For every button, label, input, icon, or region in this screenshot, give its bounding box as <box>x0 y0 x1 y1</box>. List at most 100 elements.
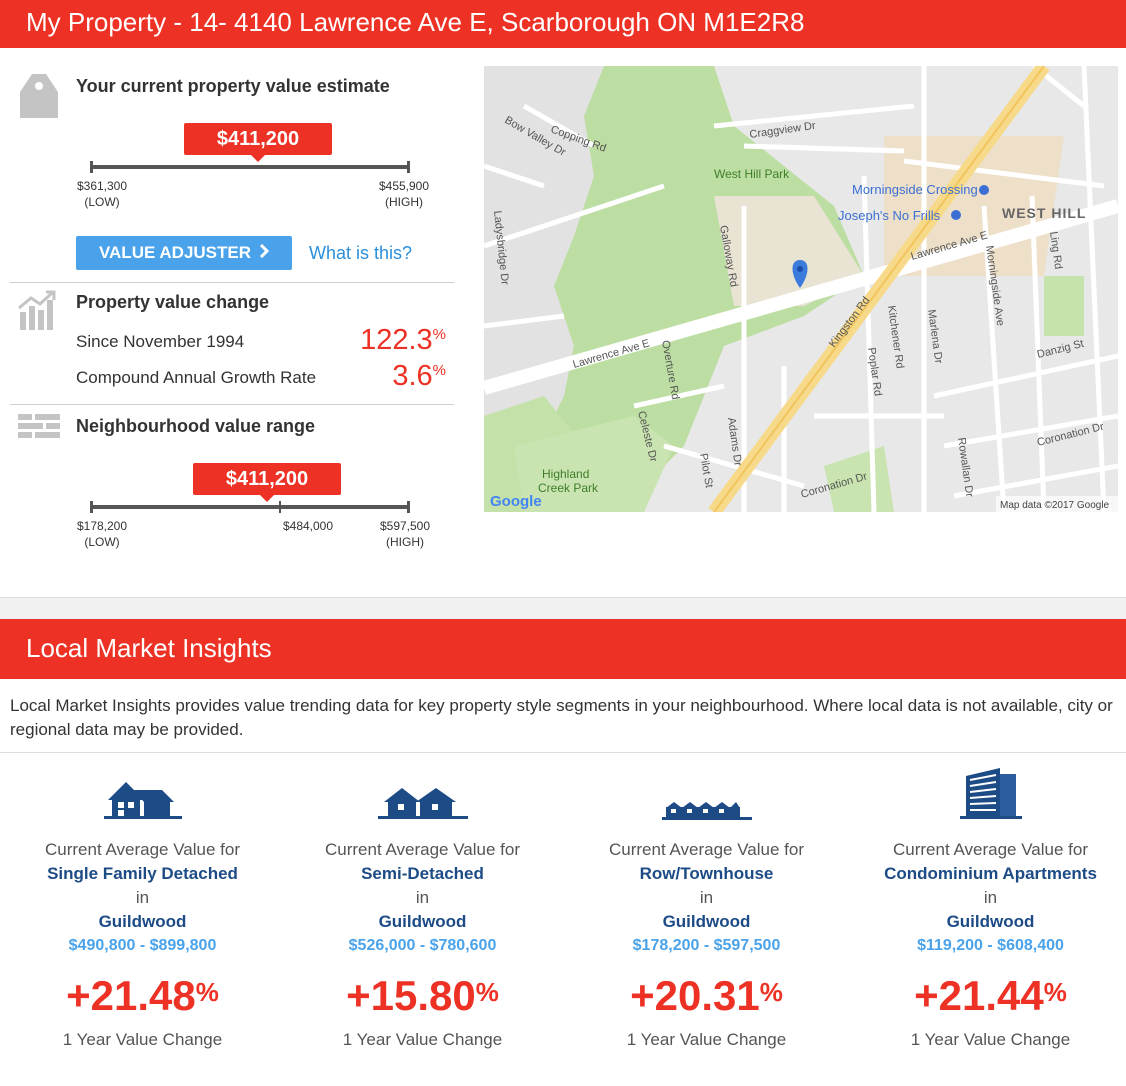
property-type: Condominium Apartments <box>884 864 1097 883</box>
neighbourhood-name: Guildwood <box>98 912 187 931</box>
property-type: Row/Townhouse <box>639 864 774 883</box>
neighbourhood-low-value: $178,200 <box>76 519 128 533</box>
growth-chart-icon <box>16 290 58 337</box>
estimate-high: $455,900 (HIGH) <box>378 178 430 210</box>
condominium-building-icon <box>848 760 1126 820</box>
insights-title: Local Market Insights <box>26 633 272 663</box>
estimate-heading: Your current property value estimate <box>76 76 390 96</box>
change-label: 1 Year Value Change <box>342 1030 503 1049</box>
divider <box>0 752 1126 753</box>
neighbourhood-high-note: (HIGH) <box>386 535 424 549</box>
chevron-right-icon <box>259 243 270 263</box>
shopping-icon <box>979 185 989 195</box>
neighbourhood-high: $597,500 (HIGH) <box>378 518 432 550</box>
row-townhouse-icon <box>564 760 849 820</box>
insight-column-condominium: Current Average Value for Condominium Ap… <box>848 760 1126 1052</box>
property-type: Semi-Detached <box>361 864 484 883</box>
neighbourhood-low-note: (LOW) <box>84 535 120 549</box>
neighbourhood-name: Guildwood <box>662 912 751 931</box>
section-separator <box>0 597 1126 619</box>
estimate-low-note: (LOW) <box>84 195 120 209</box>
map-label: Pilot St <box>697 452 715 488</box>
value-change-percent: +15.80% <box>280 968 565 1024</box>
property-map[interactable]: West Hill Park Morningside Crossing Jose… <box>484 66 1118 512</box>
percent-sign: % <box>195 977 219 1007</box>
estimate-range-scale <box>90 161 410 173</box>
insight-label: Current Average Value for <box>893 840 1088 859</box>
change-number: +15.80 <box>346 972 476 1019</box>
value-range: $490,800 - $899,800 <box>68 937 217 954</box>
value-adjuster-label: VALUE ADJUSTER <box>98 243 252 262</box>
cagr-value-number: 3.6 <box>392 360 433 392</box>
since-label: Since November 1994 <box>76 332 245 351</box>
insight-label: Current Average Value for <box>325 840 520 859</box>
insights-intro: Local Market Insights provides value tre… <box>10 696 1113 739</box>
neighbourhood-high-value: $597,500 <box>379 519 431 533</box>
map-label: Ling Rd <box>1047 231 1064 270</box>
neighbourhood-name: Guildwood <box>946 912 1035 931</box>
property-header: My Property - 14- 4140 Lawrence Ave E, S… <box>0 0 1126 48</box>
estimate-high-value: $455,900 <box>378 179 430 193</box>
single-family-house-icon <box>0 760 285 820</box>
neighbourhood-mid: $484,000 <box>280 518 336 534</box>
map-attribution: Map data ©2017 Google <box>1000 500 1110 511</box>
property-title: My Property - 14- 4140 Lawrence Ave E, S… <box>26 7 805 37</box>
neighbourhood-mid-value: $484,000 <box>282 519 334 533</box>
in-text: in <box>983 888 998 907</box>
in-text: in <box>415 888 430 907</box>
insight-column-single-family: Current Average Value for Single Family … <box>0 760 285 1052</box>
estimate-value-badge: $411,200 <box>184 123 332 162</box>
insight-column-semi-detached: Current Average Value for Semi-Detached … <box>280 760 565 1052</box>
percent-sign: % <box>432 326 446 343</box>
value-change-percent: +21.44% <box>848 968 1126 1024</box>
value-range: $178,200 - $597,500 <box>632 937 781 954</box>
change-label: 1 Year Value Change <box>62 1030 223 1049</box>
value-adjuster-button[interactable]: VALUE ADJUSTER <box>76 236 292 270</box>
in-text: in <box>699 888 714 907</box>
cagr-label: Compound Annual Growth Rate <box>76 368 317 387</box>
change-number: +21.44 <box>914 972 1044 1019</box>
cagr-value: 3.6% <box>392 360 446 393</box>
map-label: West Hill Park <box>714 167 790 181</box>
since-value: 122.3% <box>360 324 446 357</box>
insight-label: Current Average Value for <box>609 840 804 859</box>
divider <box>10 404 454 405</box>
change-number: +21.48 <box>66 972 196 1019</box>
insight-column-row-townhouse: Current Average Value for Row/Townhouse … <box>564 760 849 1052</box>
estimate-high-note: (HIGH) <box>385 195 423 209</box>
percent-sign: % <box>759 977 783 1007</box>
map-label: Highland <box>542 467 589 481</box>
estimate-low: $361,300 (LOW) <box>76 178 128 210</box>
semi-detached-house-icon <box>280 760 565 820</box>
map-label: WEST HILL <box>1002 205 1086 221</box>
median-tick <box>279 501 281 513</box>
since-value-number: 122.3 <box>360 324 433 356</box>
estimate-low-value: $361,300 <box>76 179 128 193</box>
in-text: in <box>135 888 150 907</box>
value-change-heading: Property value change <box>76 292 270 312</box>
percent-sign: % <box>1043 977 1067 1007</box>
change-number: +20.31 <box>630 972 760 1019</box>
insight-label: Current Average Value for <box>45 840 240 859</box>
value-change-percent: +21.48% <box>0 968 285 1024</box>
grocery-icon <box>951 210 961 220</box>
google-logo: Google <box>490 493 542 510</box>
brick-wall-icon <box>16 412 62 449</box>
divider <box>10 282 454 283</box>
map-label: Morningside Crossing <box>852 182 978 197</box>
neighbourhood-low: $178,200 (LOW) <box>76 518 128 550</box>
map-label: Creek Park <box>538 481 599 495</box>
value-range: $526,000 - $780,600 <box>348 937 497 954</box>
change-label: 1 Year Value Change <box>626 1030 787 1049</box>
price-tag-icon <box>18 72 60 127</box>
neighbourhood-heading: Neighbourhood value range <box>76 416 316 436</box>
insights-header: Local Market Insights <box>0 619 1126 679</box>
what-is-this-link[interactable]: What is this? <box>309 243 413 263</box>
neighbourhood-name: Guildwood <box>378 912 467 931</box>
value-range: $119,200 - $608,400 <box>917 937 1064 954</box>
percent-sign: % <box>432 362 446 379</box>
percent-sign: % <box>475 977 499 1007</box>
property-type: Single Family Detached <box>47 864 238 883</box>
map-label: Joseph's No Frills <box>838 208 941 223</box>
value-change-percent: +20.31% <box>564 968 849 1024</box>
